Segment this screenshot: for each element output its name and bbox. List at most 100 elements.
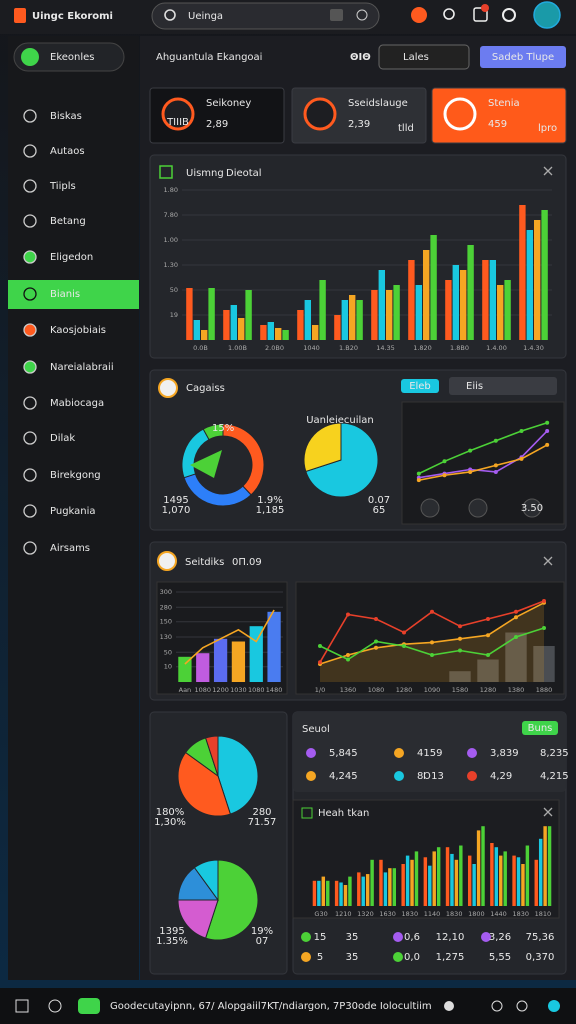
stat-value: 8Ɒ13 [417, 771, 444, 782]
footer-badge[interactable] [78, 998, 100, 1014]
bar [343, 885, 348, 906]
bar [379, 859, 383, 906]
sidebar-button[interactable] [13, 42, 125, 72]
x-tick-label: 1280 [480, 686, 497, 694]
point [542, 626, 546, 630]
panel-button[interactable] [401, 379, 439, 393]
control-button[interactable] [522, 498, 542, 518]
donut-label: 15% [212, 423, 234, 434]
control-button[interactable] [420, 498, 440, 518]
stat-value: 0,370 [526, 952, 555, 963]
footer-icon[interactable] [548, 1000, 560, 1012]
bar [230, 305, 237, 340]
stat-value: 5,845 [329, 748, 358, 759]
search-box[interactable] [151, 2, 380, 30]
toolbar-search[interactable] [378, 44, 470, 70]
point [430, 653, 434, 657]
bar [534, 859, 538, 906]
bar [541, 210, 548, 340]
bar [341, 300, 348, 340]
menu-item: Dilak [50, 433, 75, 444]
control-button[interactable] [468, 498, 488, 518]
bar [312, 880, 317, 906]
point [519, 456, 524, 461]
menu-item: Eligedon [50, 252, 93, 263]
toolbar-button[interactable] [480, 46, 566, 68]
stats-button[interactable] [522, 721, 558, 735]
bar [339, 882, 343, 906]
x-tick-label: 1/0 [315, 686, 325, 694]
find-icon[interactable] [443, 8, 455, 20]
pie-slice [305, 422, 379, 498]
active-item[interactable] [8, 280, 139, 309]
footer-icon[interactable] [491, 1000, 503, 1012]
x-tick-label: 1080 [248, 686, 265, 694]
x-tick-label: 1480 [266, 686, 283, 694]
flame-icon[interactable] [411, 7, 427, 23]
stat-value: 0,0 [404, 952, 420, 963]
donut-note: 1,185 [256, 505, 285, 516]
pie-note: 0.07 [368, 495, 390, 506]
pie-note: 180% [156, 807, 185, 818]
stat-value: 4,245 [329, 771, 358, 782]
bar [260, 325, 267, 340]
menu-icon [23, 468, 37, 482]
avatar[interactable] [533, 1, 561, 29]
bar [432, 851, 436, 906]
search-text: Ueinga [188, 11, 223, 22]
bar [454, 859, 459, 906]
pie-note: 1.35% [156, 936, 188, 947]
menu-item: Betang [50, 216, 86, 227]
bar [371, 290, 378, 340]
point [346, 612, 350, 617]
stat-value: 3,839 [490, 748, 519, 759]
menu-icon [23, 287, 37, 301]
notify-icon[interactable] [473, 7, 488, 22]
stat-value: 0,6 [404, 932, 420, 943]
settings-icon[interactable] [502, 8, 516, 22]
panel-icon [157, 551, 177, 571]
bar [213, 638, 228, 682]
x-tick-label: 1360 [340, 686, 357, 694]
y-tick-label: 300 [160, 588, 172, 596]
bar [392, 868, 397, 906]
kpi-value: 2,39 [348, 119, 370, 130]
kpi-icon [443, 97, 477, 131]
stat-icon [306, 771, 316, 781]
point [318, 660, 322, 665]
bar [275, 328, 282, 340]
chart-icon [301, 807, 313, 819]
point [458, 636, 462, 641]
panel-subtitle: Dieotal [226, 168, 262, 179]
x-tick-label: 1280 [396, 686, 413, 694]
footer-icon[interactable] [48, 999, 62, 1013]
toolbar-search-text: Lales [403, 52, 429, 63]
stat-icon [301, 932, 311, 942]
x-tick-label: 1200 [212, 686, 229, 694]
bar [348, 876, 352, 906]
controls-label: 3.50 [521, 503, 543, 514]
bar [365, 874, 370, 906]
pie-title: Uanleiecuilan [306, 415, 374, 426]
bar [476, 830, 481, 906]
bar [481, 826, 485, 906]
bar [467, 855, 472, 906]
x-tick-label: 1630 [379, 910, 396, 918]
bar [547, 826, 552, 906]
bar [319, 280, 326, 340]
footer-icon[interactable] [516, 1000, 528, 1012]
close-button[interactable] [543, 807, 553, 817]
x-tick-label: 1.4.00 [486, 344, 507, 352]
dropdown[interactable] [449, 377, 557, 395]
stat-value: 5,55 [489, 952, 511, 963]
footer-icon[interactable] [15, 999, 29, 1013]
stat-value: 35 [346, 932, 359, 943]
close-button[interactable] [543, 556, 553, 566]
close-button[interactable] [543, 166, 553, 176]
point [318, 644, 322, 648]
bar [201, 330, 208, 340]
footer-icon[interactable] [444, 1001, 454, 1011]
bar [193, 320, 200, 340]
toolbar-code: ΘΙΘ [350, 52, 371, 63]
